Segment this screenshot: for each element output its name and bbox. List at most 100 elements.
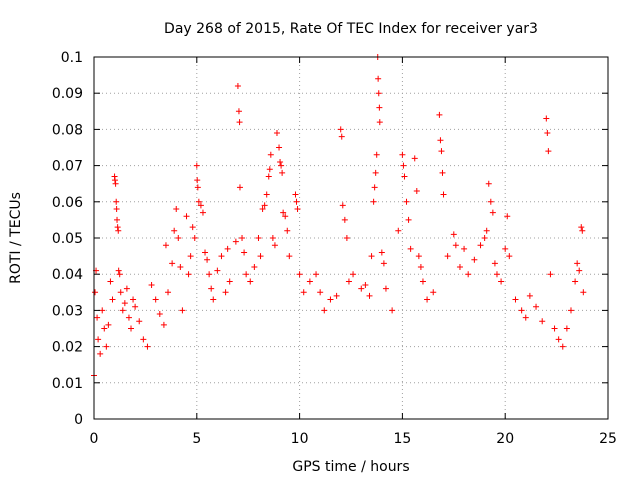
- data-point: [481, 235, 488, 241]
- data-point: [313, 271, 320, 278]
- data-point: [539, 318, 546, 325]
- data-point: [101, 325, 108, 332]
- data-point: [171, 227, 178, 234]
- data-point: [574, 260, 581, 267]
- data-point: [113, 198, 120, 205]
- data-point: [255, 235, 262, 241]
- data-point: [214, 267, 221, 274]
- data-point: [483, 227, 490, 234]
- data-point: [366, 292, 373, 299]
- data-point: [132, 303, 139, 310]
- data-point: [403, 198, 410, 205]
- data-point: [226, 278, 233, 285]
- y-axis-label: ROTI / TECUs: [8, 192, 24, 284]
- data-point: [526, 292, 533, 299]
- data-point: [128, 325, 135, 332]
- data-point: [179, 307, 186, 314]
- data-point: [204, 256, 211, 263]
- data-point: [247, 278, 254, 285]
- data-point: [300, 289, 307, 296]
- data-point: [117, 289, 124, 296]
- data-point: [368, 253, 375, 260]
- data-point: [194, 184, 201, 191]
- data-point: [489, 209, 496, 216]
- data-point: [185, 271, 192, 278]
- data-point: [533, 303, 540, 310]
- x-tick-label: 5: [192, 431, 201, 447]
- data-point: [160, 321, 167, 328]
- data-point: [436, 111, 443, 118]
- data-point: [103, 343, 110, 350]
- data-point: [461, 245, 468, 252]
- data-point: [208, 285, 215, 292]
- x-tick-label: 10: [291, 431, 309, 447]
- data-point: [465, 271, 472, 278]
- data-point: [115, 267, 122, 274]
- data-point: [269, 235, 276, 241]
- data-point: [224, 245, 231, 252]
- data-point: [97, 350, 104, 357]
- x-tick-label: 20: [496, 431, 514, 447]
- data-point: [358, 285, 365, 292]
- data-point: [578, 224, 585, 231]
- data-point: [338, 133, 345, 140]
- data-point: [241, 249, 248, 256]
- y-tick-label: 0.09: [52, 86, 83, 102]
- data-point: [115, 227, 122, 234]
- data-point: [193, 162, 200, 169]
- data-point: [373, 151, 380, 158]
- data-point: [491, 260, 498, 267]
- grid-lines: [94, 57, 608, 419]
- y-tick-label: 0.08: [52, 122, 83, 138]
- data-point: [502, 245, 509, 252]
- data-point: [257, 253, 264, 260]
- data-point: [273, 130, 280, 137]
- data-point: [477, 242, 484, 249]
- data-point: [378, 249, 385, 256]
- data-point: [286, 253, 293, 260]
- data-point: [282, 213, 289, 220]
- data-point: [371, 184, 378, 191]
- y-tick-label: 0.04: [52, 267, 83, 283]
- data-point: [236, 119, 243, 126]
- data-point: [107, 278, 114, 285]
- data-point: [239, 235, 246, 241]
- data-point: [389, 307, 396, 314]
- data-point: [551, 325, 558, 332]
- data-point: [576, 267, 583, 274]
- data-point: [413, 187, 420, 194]
- data-point: [148, 282, 155, 289]
- data-point: [94, 314, 101, 321]
- data-point: [327, 296, 334, 303]
- data-point: [194, 177, 201, 184]
- data-point: [177, 263, 184, 270]
- data-point: [267, 151, 274, 158]
- data-point: [380, 260, 387, 267]
- data-point: [123, 285, 130, 292]
- data-point: [114, 216, 121, 223]
- data-point: [579, 227, 586, 234]
- x-tick-label: 25: [599, 431, 617, 447]
- x-axis-label: GPS time / hours: [292, 459, 409, 475]
- data-point: [444, 253, 451, 260]
- data-point: [136, 318, 143, 325]
- data-point: [293, 198, 300, 205]
- data-point: [375, 75, 382, 82]
- data-point: [424, 296, 431, 303]
- data-point: [294, 206, 301, 213]
- data-point: [399, 151, 406, 158]
- data-point: [130, 296, 137, 303]
- data-point: [162, 242, 169, 249]
- data-point: [544, 130, 551, 137]
- data-point: [345, 278, 352, 285]
- y-tick-label: 0.01: [52, 376, 83, 392]
- data-point: [518, 307, 525, 314]
- data-point: [296, 271, 303, 278]
- data-point: [471, 256, 478, 263]
- data-point: [197, 202, 204, 209]
- data-point: [512, 296, 519, 303]
- data-point: [350, 271, 357, 278]
- data-point: [415, 253, 422, 260]
- data-point: [440, 191, 447, 198]
